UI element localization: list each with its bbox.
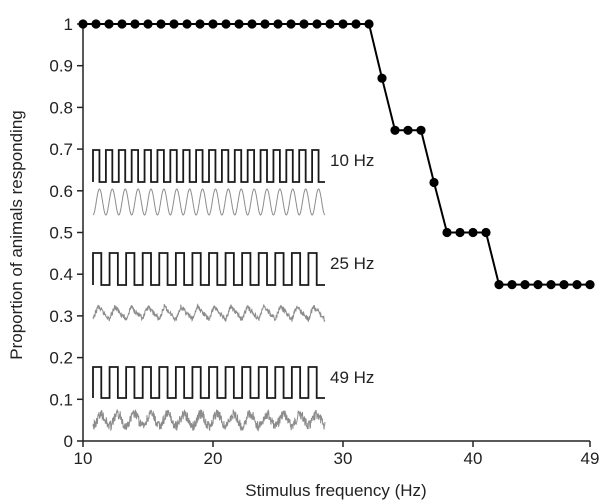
data-point (208, 19, 218, 29)
frequency-label: 10 Hz (330, 151, 374, 170)
y-tick-label: 0.2 (49, 349, 73, 368)
data-point (377, 73, 387, 83)
data-point (91, 19, 101, 29)
x-tick-label: 30 (334, 449, 353, 468)
data-point (338, 19, 348, 29)
data-point (117, 19, 127, 29)
data-point (416, 125, 426, 135)
y-tick-label: 0.3 (49, 307, 73, 326)
data-point (442, 227, 452, 238)
inset-25-hz: 25 Hz (92, 252, 374, 323)
response-trace (92, 303, 326, 323)
y-tick-label: 0 (64, 432, 73, 451)
data-point (104, 19, 114, 29)
response-trace (92, 188, 326, 216)
data-point (312, 19, 322, 29)
stimulus-square-wave (92, 366, 325, 399)
data-point (156, 19, 166, 29)
data-point (221, 19, 231, 29)
frequency-label: 49 Hz (330, 368, 374, 387)
data-point (143, 19, 153, 29)
response-trace (92, 408, 326, 432)
x-tick-label: 20 (204, 449, 223, 468)
data-point (520, 280, 530, 290)
y-tick-label: 0.8 (49, 98, 73, 117)
data-point (468, 227, 478, 238)
data-point (169, 19, 179, 29)
data-point (78, 19, 88, 29)
y-tick-label: 0.9 (49, 57, 73, 76)
data-point (351, 19, 361, 29)
data-point (325, 19, 335, 29)
data-point (273, 19, 283, 29)
response-series (78, 19, 595, 290)
data-point (546, 280, 556, 290)
data-point (299, 19, 309, 29)
data-point (403, 125, 413, 135)
data-point (585, 280, 595, 290)
y-tick-label: 1 (64, 15, 73, 34)
series-line (83, 23, 590, 286)
data-point (559, 280, 569, 290)
data-point (481, 227, 491, 238)
stimulus-insets: 10 Hz 25 Hz 49 Hz (92, 149, 374, 432)
x-tick-label: 49 (581, 449, 600, 468)
y-tick-label: 0.4 (49, 265, 73, 284)
data-point (286, 19, 296, 29)
data-point (182, 19, 192, 29)
data-point (234, 19, 244, 29)
data-point (247, 19, 257, 29)
data-point (364, 19, 374, 29)
frequency-label: 25 Hz (330, 254, 374, 273)
data-point (260, 19, 270, 29)
stimulus-square-wave (92, 149, 325, 183)
data-point (455, 227, 465, 238)
data-point (130, 19, 140, 29)
y-tick-label: 0.1 (49, 390, 73, 409)
y-tick-label: 0.7 (49, 140, 73, 159)
y-tick-label: 0.5 (49, 224, 73, 243)
data-point (572, 280, 582, 290)
stimulus-square-wave (92, 252, 325, 286)
data-point (429, 177, 439, 188)
y-tick-label: 0.6 (49, 182, 73, 201)
data-point (533, 280, 543, 290)
x-tick-label: 10 (74, 449, 93, 468)
inset-49-hz: 49 Hz (92, 366, 374, 432)
data-point (494, 280, 504, 290)
inset-10-hz: 10 Hz (92, 149, 374, 216)
data-point (390, 125, 400, 135)
data-point (195, 19, 205, 29)
x-axis-title: Stimulus frequency (Hz) (245, 481, 426, 500)
y-axis-title: Proportion of animals responding (7, 110, 26, 359)
axes: 0 0.1 0.2 0.3 0.4 0.5 0.6 0.7 0.8 0.9 1 10 20 30 40 49 (49, 15, 599, 468)
x-tick-label: 40 (464, 449, 483, 468)
data-point (507, 280, 517, 290)
